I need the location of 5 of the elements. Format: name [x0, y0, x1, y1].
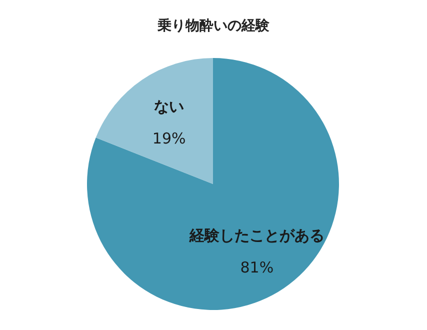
data-label: 19% [152, 129, 186, 148]
slice-label: ない [154, 97, 184, 116]
data-label: 81% [240, 258, 274, 277]
slice-label: 経験したことがある [188, 226, 324, 245]
chart-title: 乗り物酔いの経験 [156, 17, 270, 34]
